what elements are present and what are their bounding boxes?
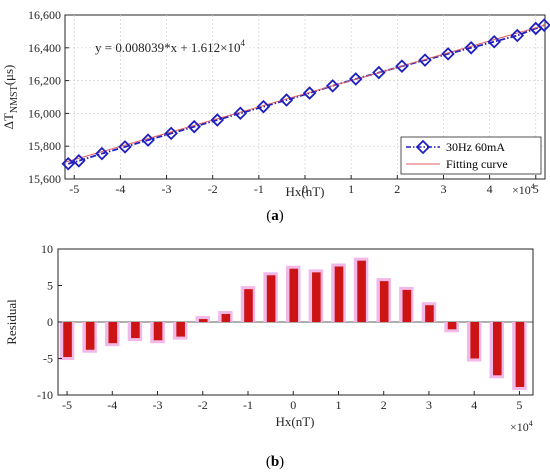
data-point-marker <box>256 99 271 114</box>
residual-bar <box>289 268 299 322</box>
chart-a-series <box>61 18 550 171</box>
chart-a-ytick-label: 16,200 <box>28 74 61 88</box>
data-point-marker <box>395 59 409 73</box>
chart-a-legend: 30Hz 60mA Fitting curve <box>400 136 542 175</box>
data-point-marker <box>95 146 109 161</box>
chart-b-xtick-label: 2 <box>381 398 387 412</box>
chart-b-xtick-label: 3 <box>426 398 432 412</box>
data-point-marker <box>141 133 155 147</box>
chart-a-xtick-label: 1 <box>348 182 354 196</box>
data-point-marker <box>72 154 86 168</box>
chart-b-xtick-label: -5 <box>62 398 72 412</box>
chart-a-xtick-label: 3 <box>440 182 446 196</box>
chart-a-xtick-label: -5 <box>69 182 79 196</box>
data-point-marker <box>348 72 363 86</box>
residual-bar <box>221 313 231 322</box>
chart-b-xtick-label: 4 <box>471 398 477 412</box>
chart-a-xtick-label: 2 <box>394 182 400 196</box>
data-point-marker <box>233 106 248 121</box>
chart-b-ytick-label: 0 <box>47 315 53 329</box>
data-point-marker <box>464 41 478 55</box>
chart-a-ytick-label: 16,600 <box>28 8 61 22</box>
chart-a-xtick-label: -1 <box>254 182 264 196</box>
residual-bar <box>312 272 321 322</box>
residual-bar <box>266 275 276 322</box>
chart-a-ytick-label: 15,600 <box>28 172 61 186</box>
chart-a-xtick-label: 0 <box>302 182 308 196</box>
chart-b-bars <box>58 257 533 390</box>
residual-bar <box>85 322 95 350</box>
data-point-marker <box>325 79 340 93</box>
data-point-marker <box>441 47 455 61</box>
chart-a-equation: y = 0.008039*x + 1.612×104 <box>95 38 246 55</box>
chart-b-xtick-label: -1 <box>243 398 253 412</box>
legend-diamond-icon <box>415 139 431 155</box>
residual-bar <box>425 305 434 322</box>
residual-bar <box>515 322 525 387</box>
chart-a-ylabel: ΔTNMST(μs) <box>1 65 20 130</box>
residual-bar <box>379 281 389 322</box>
chart-b-ytick-label: 10 <box>41 242 53 256</box>
data-point-marker <box>510 28 525 43</box>
chart-b-xlabel: Hx(nT) <box>276 414 315 429</box>
residual-bar <box>153 322 163 341</box>
chart-a-xtick-label: -3 <box>162 182 172 196</box>
chart-a-xtick-label: 4 <box>487 182 493 196</box>
data-point-marker <box>187 119 202 134</box>
chart-b-xtick-label: 5 <box>516 398 522 412</box>
chart-a-xtick-label: 5 <box>533 182 539 196</box>
legend-series-label: 30Hz 60mA <box>446 140 505 154</box>
chart-a-ticks: -5 -4 -3 -2 -1 0 1 2 3 4 5 15,600 15,800 16,000 16,200… <box>28 8 539 196</box>
series-30hz-line <box>67 24 545 165</box>
chart-b-ytick-label: 5 <box>47 279 53 293</box>
chart-b-xtick-label: -3 <box>153 398 163 412</box>
residual-bar <box>198 319 208 322</box>
data-point-marker <box>487 34 502 49</box>
chart-a-ytick-label: 16,000 <box>28 106 61 120</box>
chart-b-ytick-label: -5 <box>43 352 53 366</box>
chart-b-xtick-label: -2 <box>198 398 208 412</box>
residual-bar <box>357 260 366 322</box>
chart-b-x-multiplier: ×104 <box>510 419 533 434</box>
data-point-marker <box>302 86 317 100</box>
panel-b-label: (b) <box>266 454 284 470</box>
data-point-marker <box>210 113 225 127</box>
residual-bar <box>108 322 118 344</box>
data-point-marker <box>61 156 76 171</box>
data-point-marker <box>118 140 132 154</box>
residual-bar <box>244 289 253 322</box>
residual-bar <box>334 266 344 322</box>
data-point-marker <box>279 93 294 107</box>
panel-a-label: (a) <box>266 208 284 224</box>
chart-a-ytick-label: 15,800 <box>28 139 61 153</box>
chart-a-ytick-label: 16,400 <box>28 41 61 55</box>
data-point-marker <box>164 126 178 141</box>
chart-b-xtick-label: 0 <box>290 398 296 412</box>
legend-fit-label: Fitting curve <box>446 157 508 171</box>
residual-bar <box>470 322 479 359</box>
chart-b-xtick-label: -4 <box>107 398 117 412</box>
chart-b-xtick-label: 1 <box>335 398 341 412</box>
residual-bar <box>176 322 185 337</box>
chart-b-ylabel: Residual <box>4 299 19 345</box>
data-point-marker <box>537 18 550 32</box>
residual-bar <box>63 322 72 358</box>
chart-a: -5 -4 -3 -2 -1 0 1 2 3 4 5 15,600 15,800 16,000 16,200… <box>1 8 550 199</box>
chart-b-ytick-label: -10 <box>37 388 53 402</box>
residual-bar <box>131 322 140 339</box>
residual-bar <box>402 289 412 322</box>
chart-a-xtick-label: -4 <box>115 182 125 196</box>
residual-bar <box>493 322 502 376</box>
residual-bar <box>447 322 457 330</box>
residual-bar-shadow <box>195 316 210 322</box>
data-point-marker <box>418 53 432 67</box>
chart-a-xlabel: Hx(nT) <box>286 184 325 199</box>
data-point-marker <box>372 65 386 80</box>
chart-a-xtick-label: -2 <box>208 182 218 196</box>
chart-a-x-multiplier: ×104 <box>512 182 535 197</box>
